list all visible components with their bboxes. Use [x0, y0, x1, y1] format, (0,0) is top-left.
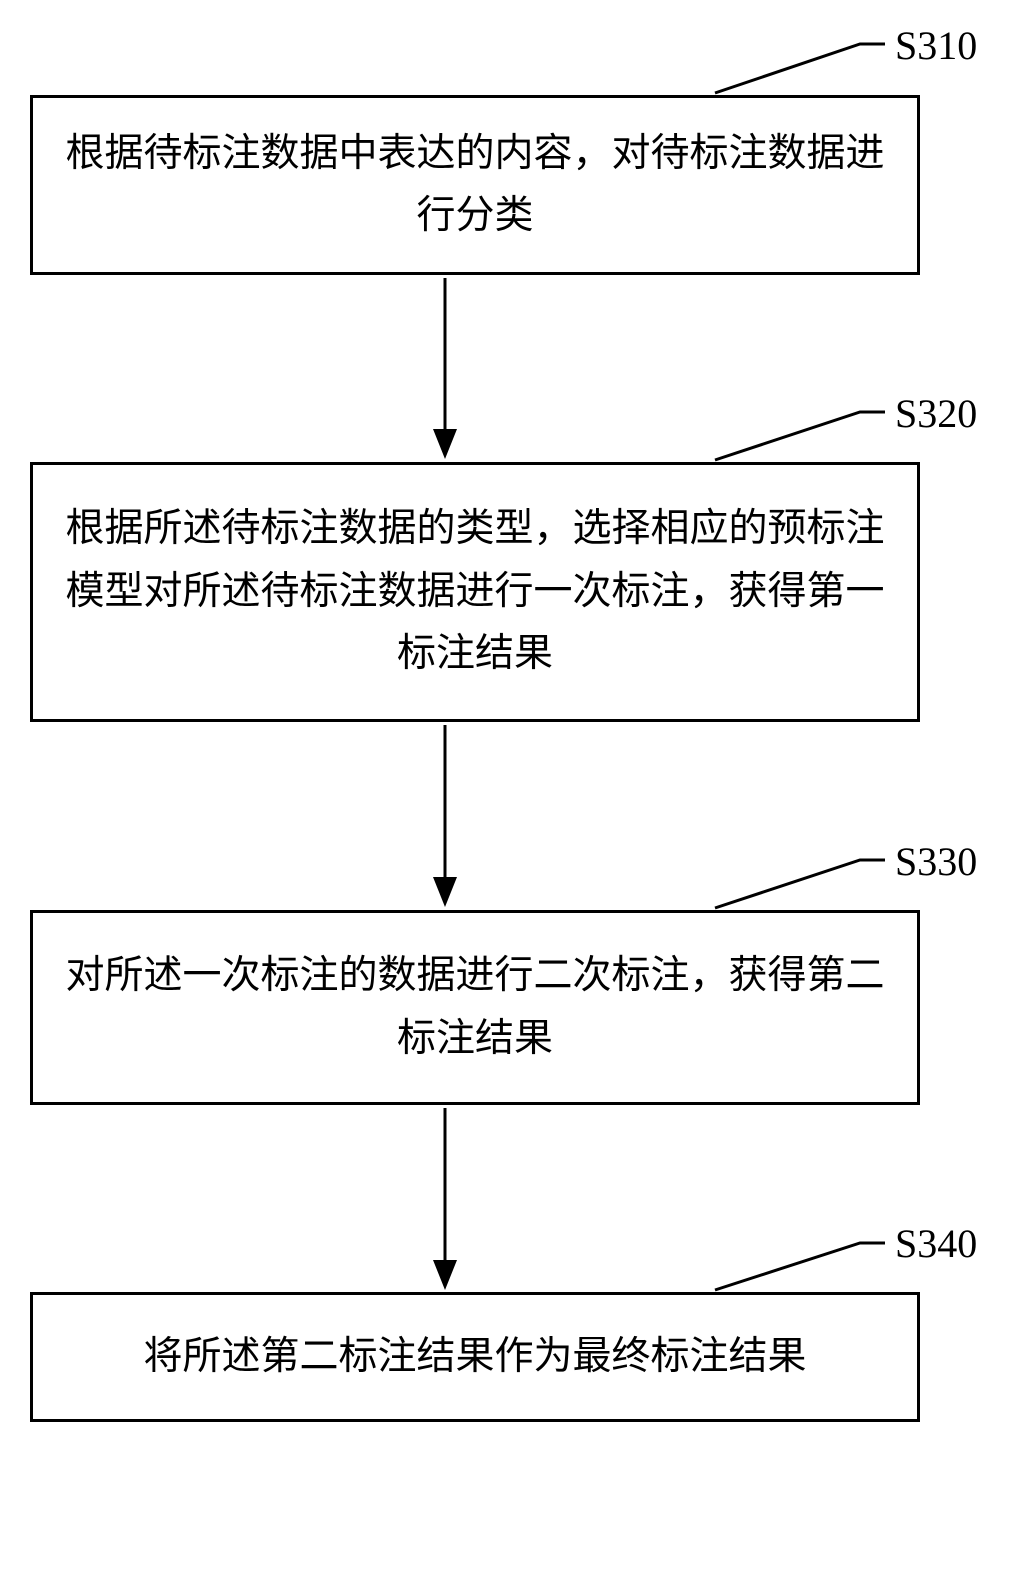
node-text: 根据待标注数据中表达的内容，对待标注数据进行分类: [63, 123, 887, 248]
label-s310: S310: [895, 22, 977, 69]
node-s340: 将所述第二标注结果作为最终标注结果: [30, 1292, 920, 1422]
arrowhead-s320: [433, 429, 457, 459]
callout-s310: [715, 44, 885, 93]
node-s320: 根据所述待标注数据的类型，选择相应的预标注模型对所述待标注数据进行一次标注，获得…: [30, 462, 920, 722]
node-text: 将所述第二标注结果作为最终标注结果: [143, 1326, 806, 1388]
label-s330: S330: [895, 838, 977, 885]
arrowhead-s330: [433, 877, 457, 907]
callout-s340: [715, 1243, 885, 1290]
label-s320: S320: [895, 390, 977, 437]
node-text: 对所述一次标注的数据进行二次标注，获得第二标注结果: [63, 945, 887, 1070]
node-text: 根据所述待标注数据的类型，选择相应的预标注模型对所述待标注数据进行一次标注，获得…: [63, 498, 887, 685]
callout-s320: [715, 412, 885, 460]
arrowhead-s340: [433, 1260, 457, 1290]
callout-s330: [715, 860, 885, 908]
node-s330: 对所述一次标注的数据进行二次标注，获得第二标注结果: [30, 910, 920, 1105]
flowchart-canvas: 根据待标注数据中表达的内容，对待标注数据进行分类 根据所述待标注数据的类型，选择…: [0, 0, 1031, 1586]
label-s340: S340: [895, 1220, 977, 1267]
node-s310: 根据待标注数据中表达的内容，对待标注数据进行分类: [30, 95, 920, 275]
